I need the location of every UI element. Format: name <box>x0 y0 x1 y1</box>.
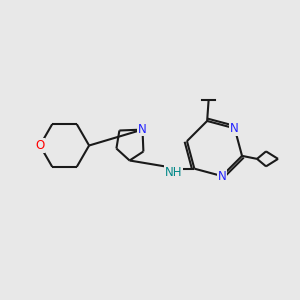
Text: N: N <box>218 169 226 182</box>
Text: O: O <box>35 139 44 152</box>
Text: N: N <box>230 122 239 135</box>
Text: NH: NH <box>165 166 182 179</box>
Text: N: N <box>138 122 147 136</box>
